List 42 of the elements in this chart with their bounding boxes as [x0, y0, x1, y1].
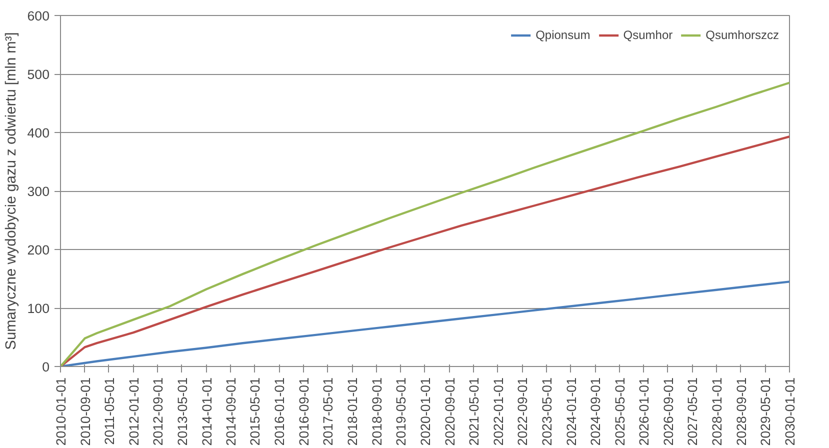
- x-tick-label: 2028-01-01: [710, 377, 725, 446]
- y-tick-label: 200: [27, 242, 50, 258]
- x-tick-label: 2012-09-01: [150, 377, 166, 446]
- x-tick-label: 2024-09-01: [588, 377, 604, 446]
- y-tick-label: 400: [27, 126, 50, 140]
- y-axis-title: Sumaryczne wydobycie gazu z odwiertu [mln m³]: [3, 32, 20, 350]
- y-tick-label: 100: [27, 301, 50, 316]
- x-tick-label: 2025-05-01: [612, 377, 628, 446]
- x-tick-label: 2012-01-01: [126, 377, 142, 446]
- x-tick-label: 2017-05-01: [320, 377, 336, 446]
- x-tick-label: 2020-09-01: [442, 377, 458, 446]
- x-tick-label: 2013-05-01: [174, 377, 190, 446]
- x-tick-label: 2018-01-01: [345, 377, 360, 446]
- y-tick-label: 600: [27, 8, 50, 24]
- x-tick-label: 2010-09-01: [78, 377, 93, 446]
- x-tick-label: 2016-01-01: [272, 377, 288, 446]
- x-tick-label: 2030-01-01: [782, 377, 798, 446]
- x-tick-label: 2029-05-01: [758, 377, 774, 446]
- x-tick-label: 2011-05-01: [102, 378, 117, 445]
- y-tick-label: 500: [27, 67, 50, 82]
- x-tick-label: 2014-01-01: [199, 377, 214, 446]
- x-tick-label: 2024-01-01: [564, 377, 579, 446]
- x-tick-label: 2019-05-01: [394, 377, 408, 446]
- y-tick-label: 300: [27, 184, 50, 199]
- x-tick-label: 2015-05-01: [248, 377, 263, 446]
- x-tick-label: 2027-05-01: [685, 377, 700, 446]
- x-tick-label: 2026-09-01: [660, 377, 676, 446]
- x-tick-label: 2021-05-01: [466, 377, 482, 446]
- legend-label: Qsumhor: [623, 28, 673, 42]
- x-tick-label: 2018-09-01: [369, 377, 384, 446]
- legend-label: Qpionsum: [536, 28, 590, 42]
- x-tick-label: 2020-01-01: [418, 377, 433, 446]
- x-tick-label: 2010-01-01: [54, 377, 68, 446]
- legend-label: Qsumhorszcz: [706, 28, 779, 42]
- x-tick-label: 2023-05-01: [539, 377, 554, 446]
- x-tick-label: 2026-01-01: [636, 377, 652, 446]
- x-tick-label: 2022-01-01: [490, 377, 506, 446]
- x-tick-label: 2022-09-01: [515, 377, 530, 446]
- y-tick-label: 0: [42, 360, 50, 374]
- x-tick-label: 2028-09-01: [734, 377, 749, 446]
- x-tick-label: 2014-09-01: [224, 377, 239, 446]
- x-tick-label: 2016-09-01: [296, 377, 312, 446]
